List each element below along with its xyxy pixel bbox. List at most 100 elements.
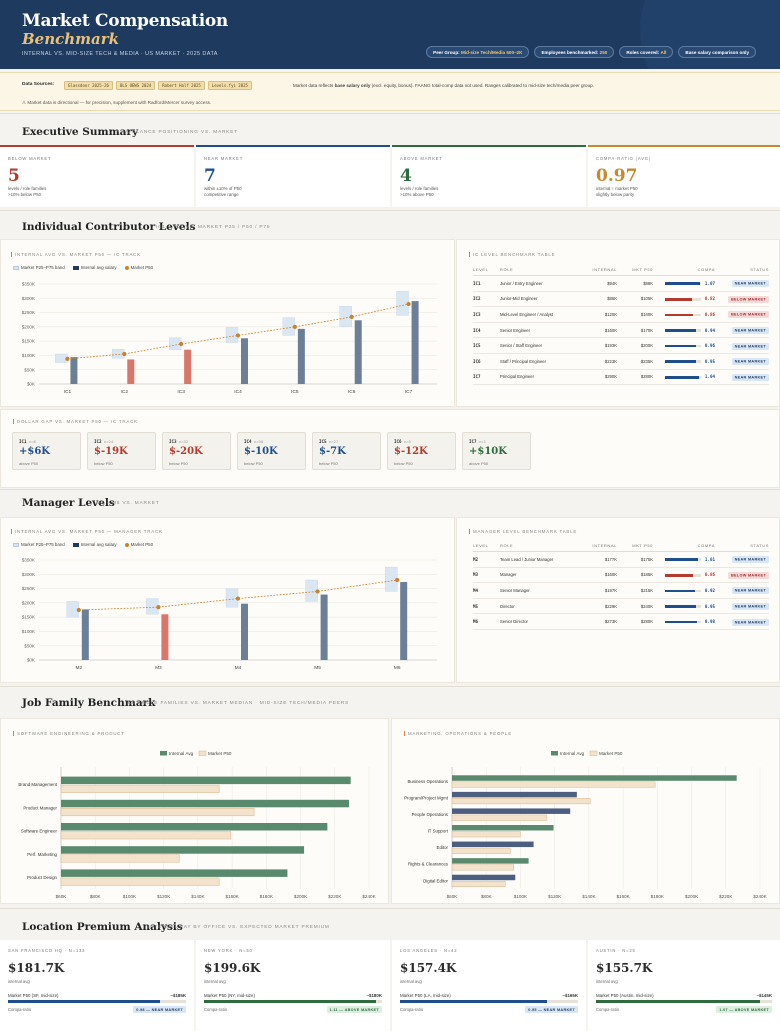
compa-bar-fill: [664, 574, 694, 577]
source-tag: Glassdoor 2025-26: [64, 81, 113, 90]
compa-bar: [596, 1000, 772, 1003]
compa-bar-fill: [664, 589, 695, 593]
cell-compa: 0.95: [653, 598, 715, 615]
header-pills: Peer Group: Mid-size Tech/Media 500–2K Em…: [426, 46, 756, 58]
market-value: $88K: [643, 280, 653, 286]
gap-level-code: IC1: [19, 439, 27, 444]
x-tick-label: $100K: [514, 894, 528, 899]
manager-benchmark-table: LEVEL ROLE INTERNAL MKT P50 COMPA STATUS M2 Tea…: [473, 540, 769, 630]
internal-value: $223K: [604, 358, 617, 364]
status-badge: NEAR MARKET: [731, 342, 769, 350]
legend-band: Market P25–P75 band: [13, 542, 65, 547]
market-bar: [60, 808, 255, 817]
cell-market: $200K: [617, 337, 653, 354]
market-bar: [60, 831, 232, 840]
market-value: $240K: [640, 603, 653, 609]
x-tick-label: $220K: [719, 894, 733, 899]
y-tick-label: $50K: [24, 367, 36, 372]
y-tick-label: $100K: [22, 353, 36, 358]
gap-card: IC3 n=32 $-20K below P50: [162, 432, 231, 470]
cell-status: NEAR MARKET: [715, 598, 769, 615]
pill-label: Employees benchmarked:: [541, 49, 600, 55]
location-value: $181.7K: [8, 961, 65, 975]
table-row[interactable]: IC7 Principal Engineer $290K $280K 1.04 NEAR …: [473, 369, 769, 386]
cell-compa: 0.92: [653, 582, 715, 599]
compa-bar-fill: [596, 1000, 760, 1003]
gap-count: n=24: [104, 439, 114, 444]
cell-status: BELOW MARKET: [715, 306, 769, 323]
market-label: Market P50 (LA, mid-size): [400, 993, 451, 998]
table-row[interactable]: IC3 Mid-Level Engineer / Analyst $120K $140…: [473, 306, 769, 323]
gap-level-code: IC6: [394, 439, 402, 444]
table-row[interactable]: IC4 Senior Engineer $160K $170K 0.94 NEAR MAR…: [473, 322, 769, 339]
header-decoration: [640, 0, 780, 69]
manager-track-chart: $0K $50K $100K $150K $200K $250K $300K $350K M2 M…: [22, 558, 437, 671]
cell-role: Team Lead / Junior Manager: [500, 551, 582, 568]
cell-internal: $120K: [582, 306, 617, 323]
market-value: ~$165K: [562, 993, 578, 998]
role-name: Director: [500, 603, 515, 609]
location-name: NEW YORK · N=50: [204, 948, 253, 953]
table-row[interactable]: M5 Director $229K $240K 0.95 NEAR MARKET: [473, 598, 769, 615]
location-card: NEW YORK · N=50 $199.6K internal avg Market…: [196, 940, 390, 1031]
level-code: IC6: [473, 358, 481, 364]
market-bar: [451, 831, 521, 838]
compa-bar-fill: [8, 1000, 160, 1003]
compa-bar-fill: [664, 282, 700, 285]
ratio-label: Compa-ratio: [8, 1007, 32, 1012]
market-label: Market P50 (Austin, mid-size): [596, 993, 654, 998]
location-value: $199.6K: [204, 961, 261, 975]
legend-p50: Market P50: [124, 265, 153, 270]
table-header-row: LEVEL ROLE INTERNAL MKT P50 COMPA STATUS: [473, 540, 769, 552]
internal-value: $229K: [604, 603, 617, 609]
table-row[interactable]: M3 Manager $160K $185K 0.86 BELOW MARKET: [473, 567, 769, 584]
compa-bar-fill: [664, 344, 697, 348]
compa-bar: [664, 620, 701, 624]
x-tick-label: $160K: [225, 894, 239, 899]
gap-level-code: IC4: [244, 439, 252, 444]
column-header: COMPA: [653, 264, 715, 276]
table-row[interactable]: IC5 Senior / Staff Engineer $193K $200K 0.96…: [473, 337, 769, 354]
legend-internal: Internal avg salary: [72, 265, 117, 270]
cell-level: IC3: [473, 306, 500, 323]
kpi-value: 4: [400, 166, 412, 186]
compa-value: 0.86: [704, 572, 715, 578]
cell-market: $235K: [617, 353, 653, 370]
data-sources-warning: ⚠ Market data is directional — for preci…: [22, 100, 212, 105]
role-name: Principal Engineer: [500, 374, 534, 380]
table-row[interactable]: M2 Team Lead / Junior Manager $177K $175K 1.…: [473, 551, 769, 568]
cell-compa: 1.07: [653, 275, 715, 292]
cell-level: M4: [473, 582, 500, 599]
ratio-badge: 1.11 — ABOVE MARKET: [326, 1006, 382, 1013]
market-value: $215K: [640, 587, 653, 593]
source-tag: Levels.fyi 2025: [207, 81, 252, 90]
mgr-table-title: MANAGER LEVEL BENCHMARK TABLE: [469, 529, 577, 534]
cell-internal: $94K: [582, 275, 617, 292]
location-subtitle: INTERNAL PAY BY OFFICE VS. EXPECTED MARK…: [148, 925, 330, 930]
ratio-label: Compa-ratio: [400, 1007, 424, 1012]
table-row[interactable]: IC1 Junior / Entry Engineer $94K $88K 1.07 NE…: [473, 275, 769, 292]
y-tick-label: $350K: [22, 558, 36, 563]
level-code: IC7: [473, 374, 481, 380]
cell-status: NEAR MARKET: [715, 551, 769, 568]
table-row[interactable]: IC6 Staff / Principal Engineer $223K $235K 0…: [473, 353, 769, 370]
internal-bar: [70, 357, 78, 384]
gap-level-code: IC2: [94, 439, 102, 444]
gap-count: n=6: [29, 439, 36, 444]
compa-value: 0.98: [704, 619, 715, 625]
level-code: M4: [473, 587, 479, 593]
table-row[interactable]: IC2 Junior-Mid Engineer $86K $105K 0.82 BELOW…: [473, 291, 769, 308]
gap-description: below P50: [169, 461, 188, 466]
legend-band: Market P25–P75 band: [13, 265, 65, 270]
column-header: COMPA: [653, 540, 715, 552]
role-name: Team Lead / Junior Manager: [500, 556, 554, 562]
table-row[interactable]: M6 Senior Director $273K $280K 0.98 NEAR MARK…: [473, 613, 769, 630]
role-name: Mid-Level Engineer / Analyst: [500, 311, 554, 317]
column-header: INTERNAL: [582, 540, 617, 552]
table-row[interactable]: M4 Senior Manager $197K $215K 0.92 NEAR MARKE…: [473, 582, 769, 599]
x-tick-label: M6: [394, 665, 401, 671]
gap-value: $-19K: [94, 446, 128, 457]
kpi-description: levels / role families >10% above P50: [400, 186, 439, 197]
cell-compa: 0.82: [653, 291, 715, 308]
cell-internal: $197K: [582, 582, 617, 599]
